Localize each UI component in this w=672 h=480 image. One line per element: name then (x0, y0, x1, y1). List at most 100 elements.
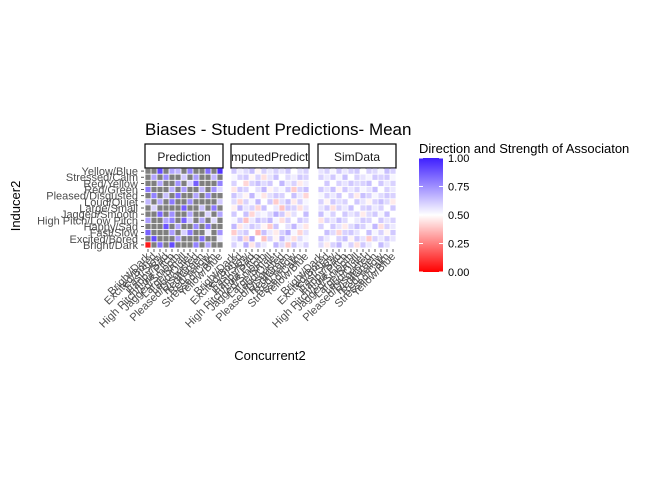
heatmap-tile (199, 211, 205, 217)
y-axis-title: Inducer2 (8, 181, 23, 232)
heatmap-tile (157, 168, 163, 174)
heatmap-tile (285, 186, 291, 193)
heatmap-tile (261, 174, 267, 180)
heatmap-tile (163, 199, 169, 205)
heatmap-tile (372, 205, 378, 211)
heatmap-tile (145, 236, 151, 242)
heatmap-tile (318, 193, 324, 199)
heatmap-tile (360, 174, 366, 180)
heatmap-tile (303, 205, 309, 211)
heatmap-tile (372, 193, 378, 199)
heatmap-tile (255, 211, 261, 217)
heatmap-tile (336, 242, 342, 248)
heatmap-tile (231, 205, 237, 211)
heatmap-tile (151, 199, 157, 205)
heatmap-tile (243, 242, 249, 248)
heatmap-tile (261, 211, 267, 217)
heatmap-tile (273, 186, 279, 193)
heatmap-tile (330, 217, 336, 223)
heatmap-tile (157, 186, 163, 193)
heatmap-tile (291, 229, 297, 236)
heatmap-tile (324, 174, 330, 180)
heatmap-tile (330, 236, 336, 242)
heatmap-tile (231, 168, 237, 174)
heatmap-tile (267, 193, 273, 199)
heatmap-tile (243, 168, 249, 174)
heatmap-tile (297, 180, 303, 187)
heatmap-tile (366, 205, 372, 211)
heatmap-tile (163, 205, 169, 211)
heatmap-tile (324, 205, 330, 211)
heatmap-tile (175, 229, 181, 236)
heatmap-tile (342, 199, 348, 205)
heatmap-tile (390, 223, 396, 230)
heatmap-tile (366, 186, 372, 193)
heatmap-tile (324, 236, 330, 242)
heatmap-tile (187, 180, 193, 187)
heatmap-tile (324, 199, 330, 205)
y-tick-label: Stressed/Calm (66, 172, 138, 184)
heatmap-tile (291, 242, 297, 248)
heatmap-tile (205, 229, 211, 236)
heatmap-tile (199, 242, 205, 248)
heatmap-tile (163, 193, 169, 199)
heatmap-tile (181, 229, 187, 236)
heatmap-tile (318, 205, 324, 211)
legend-tick-label: 1.00 (448, 153, 469, 165)
panel-simdata: SimDataBright/DarkExcited/BoredFast/Slow… (270, 143, 398, 330)
heatmap-tile (336, 236, 342, 242)
heatmap-tile (151, 229, 157, 236)
heatmap-tile (318, 236, 324, 242)
heatmap-tile (360, 223, 366, 230)
heatmap-tile (285, 205, 291, 211)
heatmap-tile (390, 180, 396, 187)
y-tick-label: Excited/Bored (70, 234, 138, 246)
heatmap-tile (378, 242, 384, 248)
heatmap-tile (366, 199, 372, 205)
heatmap-tile (303, 199, 309, 205)
heatmap-tile (205, 236, 211, 242)
heatmap-tile (145, 223, 151, 230)
heatmap-tile (205, 180, 211, 187)
heatmap-tile (330, 193, 336, 199)
heatmap-tile (243, 174, 249, 180)
heatmap-tile (243, 205, 249, 211)
heatmap-tile (145, 168, 151, 174)
heatmap-tile (243, 229, 249, 236)
heatmap-tile (249, 193, 255, 199)
heatmap-tile (348, 223, 354, 230)
heatmap-tile (193, 174, 199, 180)
heatmap-tile (231, 186, 237, 193)
heatmap-tile (336, 229, 342, 236)
heatmap-tile (378, 180, 384, 187)
heatmap-tile (348, 180, 354, 187)
heatmap-tile (205, 186, 211, 193)
heatmap-tile (169, 205, 175, 211)
heatmap-tile (366, 193, 372, 199)
heatmap-tile (354, 193, 360, 199)
heatmap-tile (145, 217, 151, 223)
heatmap-tile (237, 193, 243, 199)
heatmap-tile (249, 217, 255, 223)
heatmap-tile (378, 193, 384, 199)
heatmap-tile (217, 242, 223, 248)
heatmap-tile (324, 168, 330, 174)
heatmap-tile (211, 205, 217, 211)
heatmap-tile (354, 205, 360, 211)
heatmap-tile (372, 211, 378, 217)
heatmap-tile (291, 236, 297, 242)
heatmap-tile (360, 236, 366, 242)
heatmap-tile (324, 193, 330, 199)
heatmap-tile (249, 180, 255, 187)
heatmap-tile (211, 199, 217, 205)
heatmap-tile (175, 236, 181, 242)
heatmap-tile (372, 229, 378, 236)
heatmap-tile (303, 193, 309, 199)
strip-label: ComputedPrediction (216, 150, 325, 164)
heatmap-tile (390, 174, 396, 180)
heatmap-tile (273, 193, 279, 199)
heatmap-tile (193, 242, 199, 248)
heatmap-tile (157, 174, 163, 180)
heatmap-tile (378, 168, 384, 174)
heatmap-tile (211, 180, 217, 187)
